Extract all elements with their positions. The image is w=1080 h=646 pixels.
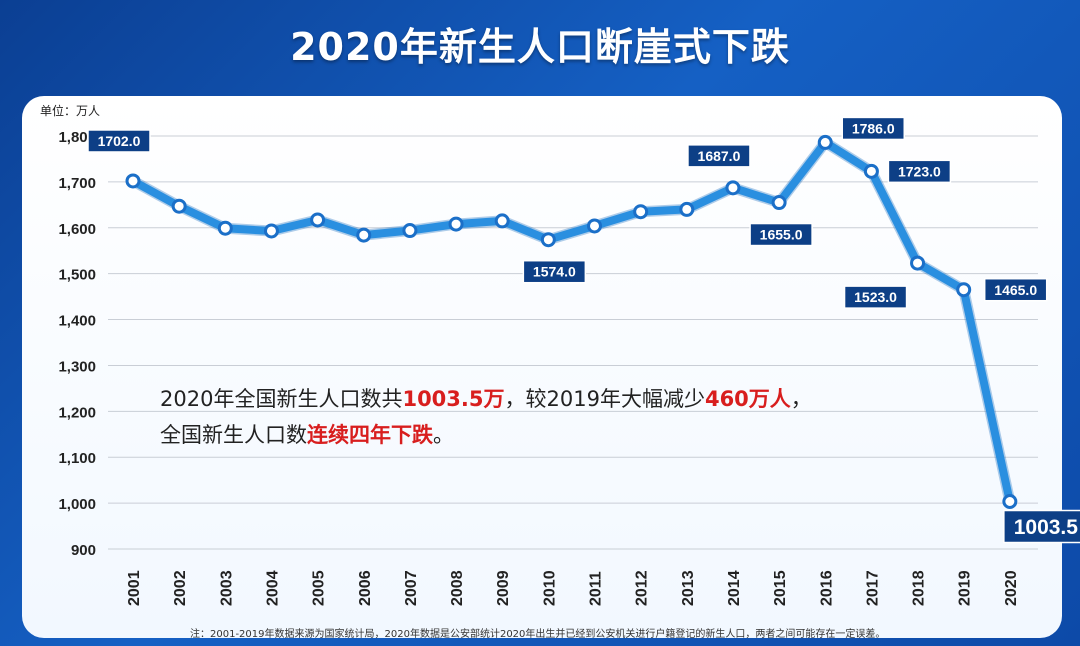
data-point bbox=[540, 232, 556, 248]
data-point bbox=[817, 134, 833, 150]
data-point bbox=[725, 180, 741, 196]
x-tick-label: 2011 bbox=[588, 571, 605, 606]
x-tick-label: 2019 bbox=[957, 570, 974, 606]
note-text: ，较2019年大幅减少 bbox=[504, 387, 705, 411]
data-point bbox=[910, 255, 926, 271]
data-label: 1003.5 bbox=[1014, 516, 1079, 539]
y-tick-label: 1,300 bbox=[58, 358, 96, 375]
data-label: 1687.0 bbox=[698, 148, 741, 164]
data-label: 1523.0 bbox=[854, 289, 897, 305]
data-label: 1702.0 bbox=[98, 133, 141, 149]
footnote: 注：2001-2019年数据来源为国家统计局，2020年数据是公安部统计2020… bbox=[190, 629, 886, 640]
data-point bbox=[263, 223, 279, 239]
unit-label: 单位：万人 bbox=[40, 104, 101, 118]
data-point bbox=[679, 201, 695, 217]
data-point bbox=[356, 227, 372, 243]
chart-panel bbox=[22, 96, 1062, 638]
data-point bbox=[771, 195, 787, 211]
y-tick-label: 1,400 bbox=[58, 313, 96, 330]
note-text: ， bbox=[790, 387, 812, 411]
data-point bbox=[494, 213, 510, 229]
data-label-box bbox=[1003, 509, 1080, 544]
data-label-box bbox=[887, 159, 952, 184]
y-tick-label: 1,600 bbox=[58, 221, 96, 238]
summary-line-1: 2020年全国新生人口数共1003.5万，较2019年大幅减少460万人， bbox=[160, 381, 812, 417]
data-point bbox=[863, 163, 879, 179]
y-tick-label: 900 bbox=[71, 542, 96, 559]
x-tick-label: 2015 bbox=[772, 570, 789, 606]
note-text: 2020年全国新生人口数共 bbox=[160, 387, 403, 411]
data-point bbox=[448, 216, 464, 232]
y-tick-label: 1,000 bbox=[58, 496, 96, 513]
y-tick-label: 1,100 bbox=[58, 450, 96, 467]
note-highlight: 460万人 bbox=[704, 387, 791, 411]
x-tick-label: 2014 bbox=[726, 570, 743, 606]
x-tick-label: 2012 bbox=[634, 570, 651, 606]
x-tick-label: 2004 bbox=[264, 570, 281, 606]
data-label: 1465.0 bbox=[994, 282, 1037, 298]
data-point bbox=[587, 218, 602, 234]
data-point bbox=[171, 198, 187, 214]
summary-note: 2020年全国新生人口数共1003.5万，较2019年大幅减少460万人， 全国… bbox=[160, 381, 812, 453]
data-label-box bbox=[983, 277, 1048, 302]
data-point bbox=[633, 204, 649, 220]
note-text: 。 bbox=[433, 423, 454, 447]
y-tick-label: 1,700 bbox=[58, 175, 96, 192]
x-tick-label: 2008 bbox=[449, 570, 466, 606]
note-highlight: 1003.5万 bbox=[402, 387, 505, 411]
data-label-box bbox=[843, 285, 908, 309]
x-tick-label: 2017 bbox=[864, 570, 881, 606]
x-tick-label: 2002 bbox=[172, 570, 189, 606]
x-tick-label: 2020 bbox=[1003, 570, 1020, 606]
x-tick-label: 2010 bbox=[541, 570, 558, 606]
y-tick-label: 1,200 bbox=[58, 404, 96, 421]
x-tick-label: 2001 bbox=[126, 570, 143, 606]
data-point bbox=[217, 220, 233, 236]
x-tick-label: 2005 bbox=[311, 570, 328, 606]
y-tick-label: 1,500 bbox=[58, 267, 96, 284]
x-tick-label: 2003 bbox=[218, 570, 235, 606]
x-tick-label: 2006 bbox=[357, 570, 374, 606]
note-text: 全国新生人口数 bbox=[160, 423, 307, 447]
data-label: 1574.0 bbox=[533, 264, 576, 280]
series-line bbox=[129, 138, 1014, 506]
data-label-box bbox=[687, 144, 751, 168]
x-tick-label: 2009 bbox=[495, 570, 512, 606]
summary-line-2: 全国新生人口数连续四年下跌。 bbox=[160, 417, 812, 453]
chart-title: 2020年新生人口断崖式下跌 bbox=[290, 25, 790, 69]
data-point bbox=[310, 212, 326, 228]
data-label: 1723.0 bbox=[898, 163, 941, 179]
note-highlight: 连续四年下跌 bbox=[307, 423, 433, 447]
x-tick-label: 2013 bbox=[680, 570, 697, 606]
data-point bbox=[402, 223, 418, 239]
data-label-box bbox=[841, 116, 905, 141]
data-label: 1786.0 bbox=[852, 120, 895, 136]
data-label: 1655.0 bbox=[760, 227, 803, 243]
data-point bbox=[956, 282, 972, 298]
y-tick-label: 1,800 bbox=[58, 129, 96, 146]
data-point bbox=[1002, 494, 1018, 510]
data-label-box bbox=[87, 129, 151, 153]
x-tick-label: 2007 bbox=[403, 570, 420, 606]
x-tick-label: 2018 bbox=[911, 570, 928, 606]
data-label-box bbox=[522, 259, 587, 284]
data-point bbox=[125, 173, 141, 189]
data-label-box bbox=[749, 222, 813, 247]
x-tick-label: 2016 bbox=[818, 570, 835, 606]
